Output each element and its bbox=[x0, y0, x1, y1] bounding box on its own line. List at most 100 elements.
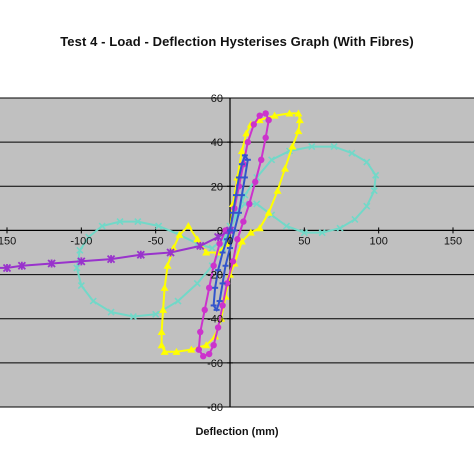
x-tick-label: 150 bbox=[444, 235, 462, 247]
data-point bbox=[213, 232, 223, 242]
data-point bbox=[106, 254, 116, 264]
data-point bbox=[197, 328, 204, 336]
data-point bbox=[268, 156, 276, 164]
data-point bbox=[281, 164, 290, 172]
x-tick-label: 150 bbox=[0, 235, 16, 247]
data-point bbox=[256, 112, 263, 119]
data-point bbox=[76, 246, 84, 254]
data-point bbox=[294, 109, 303, 117]
series-line bbox=[212, 153, 249, 313]
data-point bbox=[196, 241, 205, 251]
data-point bbox=[216, 240, 223, 247]
data-point bbox=[237, 146, 246, 154]
data-point bbox=[193, 279, 201, 287]
data-point bbox=[17, 261, 27, 270]
data-point bbox=[264, 208, 273, 216]
data-point bbox=[155, 222, 163, 230]
x-tick-label: -50 bbox=[148, 235, 164, 247]
data-point bbox=[205, 284, 213, 292]
data-point bbox=[134, 218, 142, 226]
series-5 bbox=[210, 153, 251, 313]
y-tick-label: -20 bbox=[207, 270, 223, 282]
data-point bbox=[234, 236, 241, 243]
data-point bbox=[89, 297, 97, 305]
data-point bbox=[372, 171, 380, 179]
data-point bbox=[195, 346, 202, 353]
data-point bbox=[270, 111, 279, 119]
data-point bbox=[159, 305, 168, 313]
data-point bbox=[348, 149, 356, 157]
x-tick-label: 0 bbox=[227, 235, 233, 247]
data-point bbox=[202, 341, 211, 349]
data-point bbox=[308, 142, 316, 151]
data-point bbox=[255, 116, 264, 124]
data-point bbox=[184, 222, 193, 230]
x-tick-label: 50 bbox=[298, 235, 310, 247]
data-point bbox=[253, 200, 261, 208]
y-tick-label: -60 bbox=[207, 358, 223, 370]
data-point bbox=[240, 218, 247, 225]
data-point bbox=[258, 156, 265, 163]
data-point bbox=[200, 353, 207, 360]
data-point bbox=[107, 308, 115, 316]
data-point bbox=[193, 235, 202, 243]
data-point bbox=[370, 187, 378, 195]
data-point bbox=[205, 350, 213, 358]
data-point bbox=[166, 248, 175, 257]
x-axis-label: Deflection (mm) bbox=[195, 426, 279, 438]
data-point bbox=[242, 129, 251, 137]
data-point bbox=[174, 297, 182, 305]
data-point bbox=[210, 342, 217, 349]
data-point bbox=[255, 224, 264, 232]
data-point bbox=[77, 257, 86, 266]
data-point bbox=[244, 138, 252, 146]
data-point bbox=[152, 310, 160, 318]
data-point bbox=[273, 186, 282, 194]
data-point bbox=[157, 341, 166, 349]
data-point bbox=[252, 178, 259, 186]
data-point bbox=[129, 312, 137, 321]
x-tick-label: 100 bbox=[369, 235, 387, 247]
data-point bbox=[85, 233, 93, 241]
data-point bbox=[77, 282, 85, 290]
y-tick-label: 40 bbox=[211, 137, 223, 149]
data-point bbox=[262, 134, 269, 141]
data-point bbox=[294, 127, 303, 135]
y-tick-label: 0 bbox=[217, 225, 223, 237]
data-point bbox=[2, 263, 12, 273]
data-point bbox=[295, 116, 304, 124]
data-point bbox=[351, 215, 359, 223]
data-point bbox=[363, 202, 371, 210]
data-point bbox=[172, 347, 181, 355]
data-point bbox=[336, 224, 344, 232]
data-point bbox=[160, 283, 169, 291]
series-4 bbox=[0, 226, 235, 273]
data-point bbox=[246, 228, 255, 236]
data-point bbox=[250, 121, 257, 128]
data-point bbox=[219, 302, 226, 309]
data-point bbox=[285, 109, 294, 117]
data-point bbox=[246, 200, 253, 208]
data-point bbox=[47, 259, 56, 268]
data-point bbox=[136, 250, 145, 259]
y-tick-label: -80 bbox=[207, 402, 223, 414]
data-point bbox=[201, 306, 208, 314]
y-tick-label: -40 bbox=[207, 314, 223, 326]
data-point bbox=[175, 230, 184, 238]
data-point bbox=[300, 229, 308, 237]
data-point bbox=[223, 280, 231, 287]
data-point bbox=[73, 264, 81, 272]
data-point bbox=[202, 248, 211, 256]
data-point bbox=[208, 244, 216, 252]
data-point bbox=[98, 222, 106, 230]
data-point bbox=[330, 142, 338, 151]
data-point bbox=[282, 222, 291, 230]
data-point bbox=[237, 237, 246, 245]
data-point bbox=[262, 110, 269, 117]
chart-title: Test 4 - Load - Deflection Hysterises Gr… bbox=[60, 34, 414, 49]
y-tick-label: 20 bbox=[211, 181, 223, 193]
y-tick-label: 60 bbox=[211, 93, 223, 105]
data-point bbox=[187, 345, 196, 353]
data-point bbox=[160, 347, 169, 355]
data-point bbox=[163, 261, 172, 269]
